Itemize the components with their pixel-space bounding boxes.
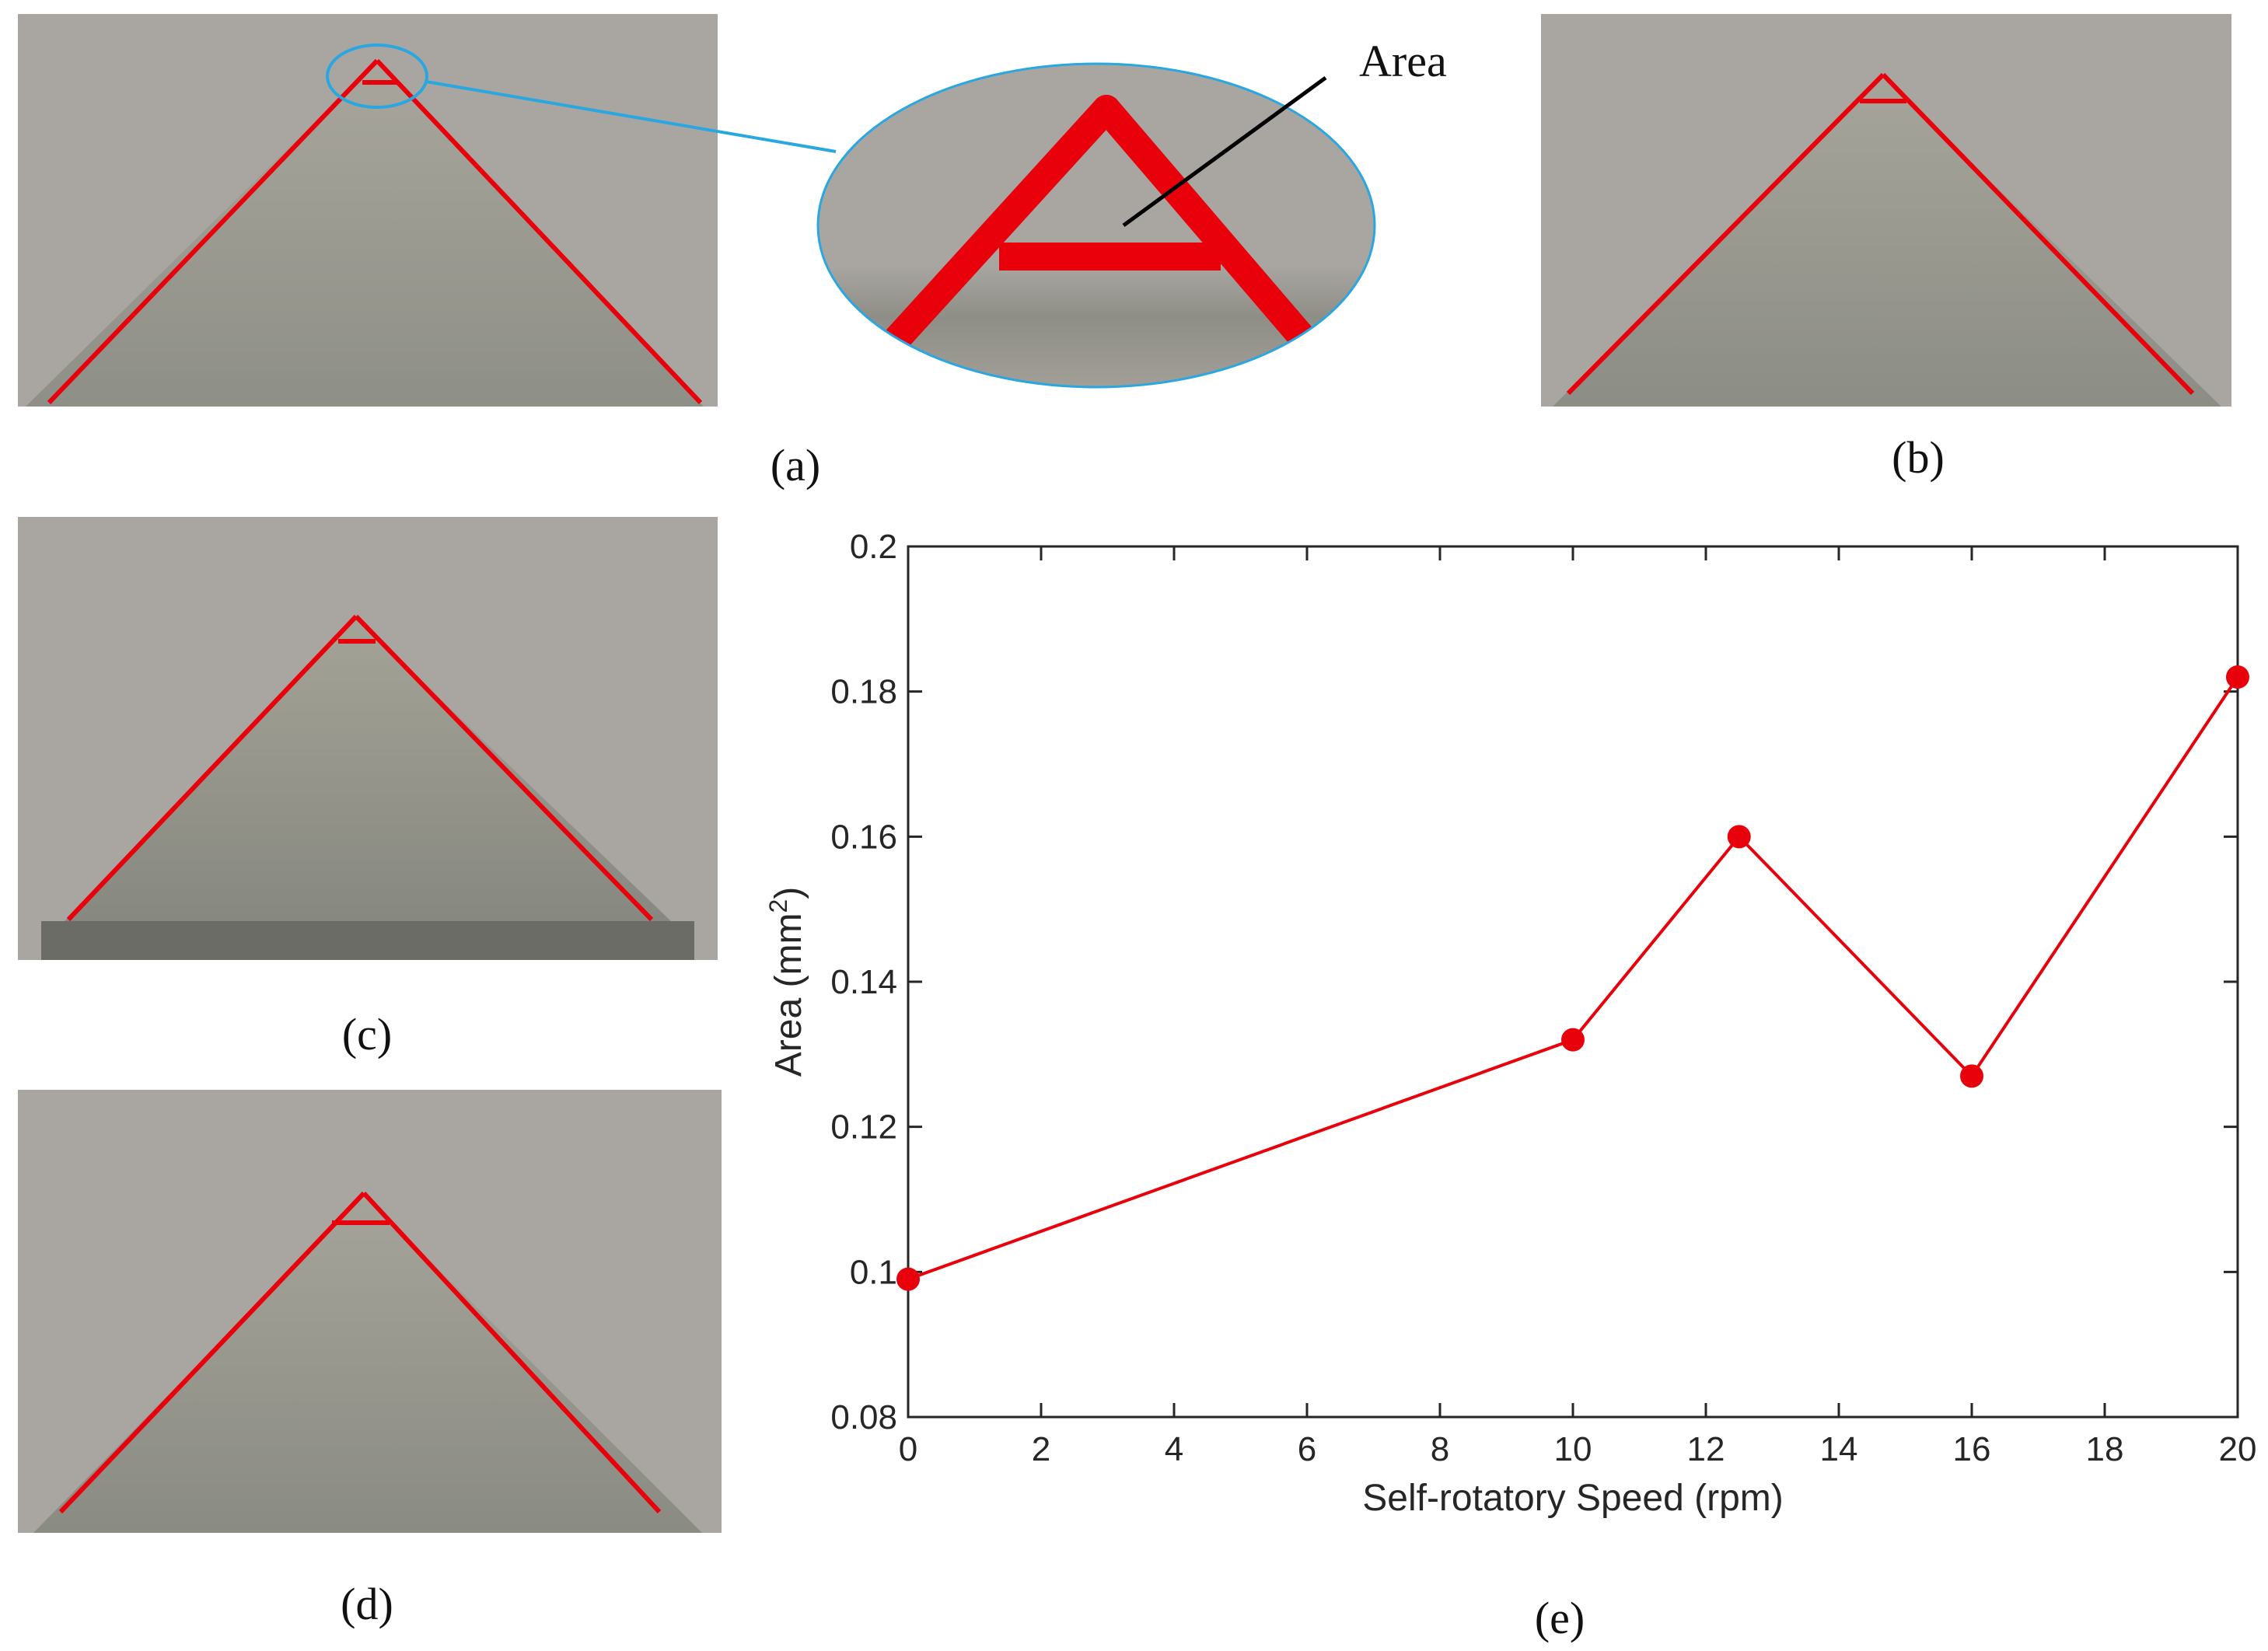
cone-edge-left bbox=[66, 614, 358, 922]
cone-edge-right bbox=[354, 614, 654, 922]
x-tick-label: 10 bbox=[1554, 1430, 1592, 1468]
y-tick-label: 0.2 bbox=[850, 528, 897, 566]
y-axis-title-main: Area (mm bbox=[768, 913, 809, 1077]
y-tick-label: 0.12 bbox=[830, 1108, 897, 1147]
x-tick-label: 14 bbox=[1820, 1430, 1858, 1468]
magnified-view bbox=[816, 62, 1376, 389]
data-point bbox=[1727, 825, 1751, 849]
cone-edge-right bbox=[375, 58, 703, 405]
cone-edge-left bbox=[58, 1191, 366, 1514]
y-tick-label: 0.1 bbox=[850, 1253, 897, 1291]
photo-b bbox=[1541, 14, 2231, 407]
panel-label-a: (a) bbox=[770, 440, 821, 490]
x-tick-label: 4 bbox=[1165, 1430, 1183, 1468]
x-tick-label: 8 bbox=[1431, 1430, 1449, 1468]
data-point bbox=[2226, 665, 2249, 689]
y-tick-label: 0.18 bbox=[830, 673, 897, 711]
panel-label-d: (d) bbox=[341, 1579, 393, 1629]
chart-ticks: 0 2 4 6 8 10 12 14 16 18 20 0.08 0.1 0.12 0.14 0.16 0.18… bbox=[830, 528, 2256, 1468]
panel-label-b: (b) bbox=[1892, 432, 1945, 483]
x-tick-label: 18 bbox=[2086, 1430, 2124, 1468]
chart-series bbox=[896, 665, 2249, 1291]
series-line bbox=[907, 675, 2239, 1281]
photo-c bbox=[18, 517, 718, 960]
area-pointer-line bbox=[1122, 75, 1327, 228]
x-tick-label: 12 bbox=[1687, 1430, 1725, 1468]
data-point bbox=[1561, 1028, 1585, 1052]
x-tick-label: 2 bbox=[1032, 1430, 1050, 1468]
panel-label-e: (e) bbox=[1534, 1593, 1585, 1643]
cone-edge-right bbox=[1881, 72, 2195, 396]
data-point bbox=[1960, 1064, 1983, 1088]
y-tick-label: 0.14 bbox=[830, 963, 897, 1001]
callout-connector bbox=[425, 80, 837, 153]
y-axis-title: Area (mm2) bbox=[764, 887, 809, 1077]
panel-label-c: (c) bbox=[341, 1009, 393, 1059]
callout-circle bbox=[326, 44, 428, 109]
x-tick-label: 16 bbox=[1953, 1430, 1991, 1468]
x-tick-label: 20 bbox=[2219, 1430, 2257, 1468]
area-label: Area bbox=[1359, 36, 1447, 86]
data-point bbox=[896, 1267, 920, 1291]
y-tick-label: 0.16 bbox=[830, 818, 897, 856]
cone-edge-left bbox=[1566, 72, 1885, 396]
cone-edge-left bbox=[47, 58, 379, 405]
photo-d bbox=[18, 1090, 722, 1533]
x-axis-title: Self-rotatory Speed (rpm) bbox=[1362, 1478, 1784, 1519]
cone-edge-right bbox=[362, 1191, 662, 1514]
plot-frame bbox=[907, 545, 2239, 1419]
y-tick-label: 0.08 bbox=[830, 1398, 897, 1436]
x-tick-label: 6 bbox=[1298, 1430, 1316, 1468]
x-tick-label: 0 bbox=[899, 1430, 917, 1468]
y-axis-title-end: ) bbox=[768, 887, 809, 899]
photo-a bbox=[18, 14, 718, 407]
chart-axes bbox=[907, 545, 2239, 1419]
y-axis-title-sup: 2 bbox=[764, 899, 792, 913]
